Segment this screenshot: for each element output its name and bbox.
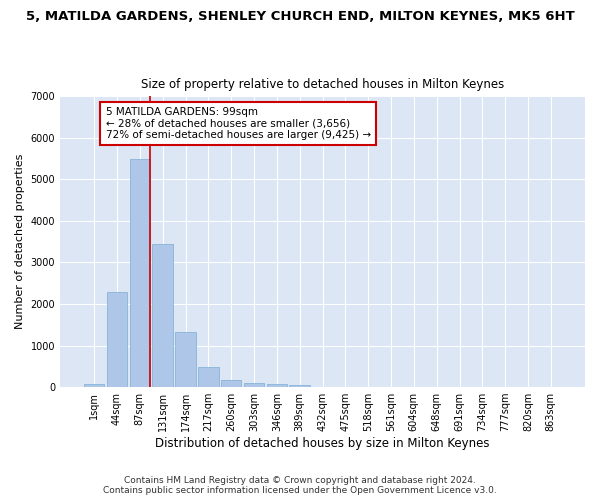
Bar xyxy=(266,384,287,387)
Title: Size of property relative to detached houses in Milton Keynes: Size of property relative to detached ho… xyxy=(141,78,504,91)
Text: 5 MATILDA GARDENS: 99sqm
← 28% of detached houses are smaller (3,656)
72% of sem: 5 MATILDA GARDENS: 99sqm ← 28% of detach… xyxy=(106,106,371,140)
Bar xyxy=(244,383,264,387)
Y-axis label: Number of detached properties: Number of detached properties xyxy=(15,154,25,330)
Bar xyxy=(152,244,173,387)
Bar xyxy=(175,332,196,387)
Bar xyxy=(84,384,104,387)
Bar xyxy=(107,292,127,387)
X-axis label: Distribution of detached houses by size in Milton Keynes: Distribution of detached houses by size … xyxy=(155,437,490,450)
Bar xyxy=(221,380,241,387)
Text: Contains HM Land Registry data © Crown copyright and database right 2024.
Contai: Contains HM Land Registry data © Crown c… xyxy=(103,476,497,495)
Bar xyxy=(289,386,310,387)
Bar xyxy=(198,367,218,387)
Text: 5, MATILDA GARDENS, SHENLEY CHURCH END, MILTON KEYNES, MK5 6HT: 5, MATILDA GARDENS, SHENLEY CHURCH END, … xyxy=(26,10,574,23)
Bar xyxy=(130,160,150,387)
